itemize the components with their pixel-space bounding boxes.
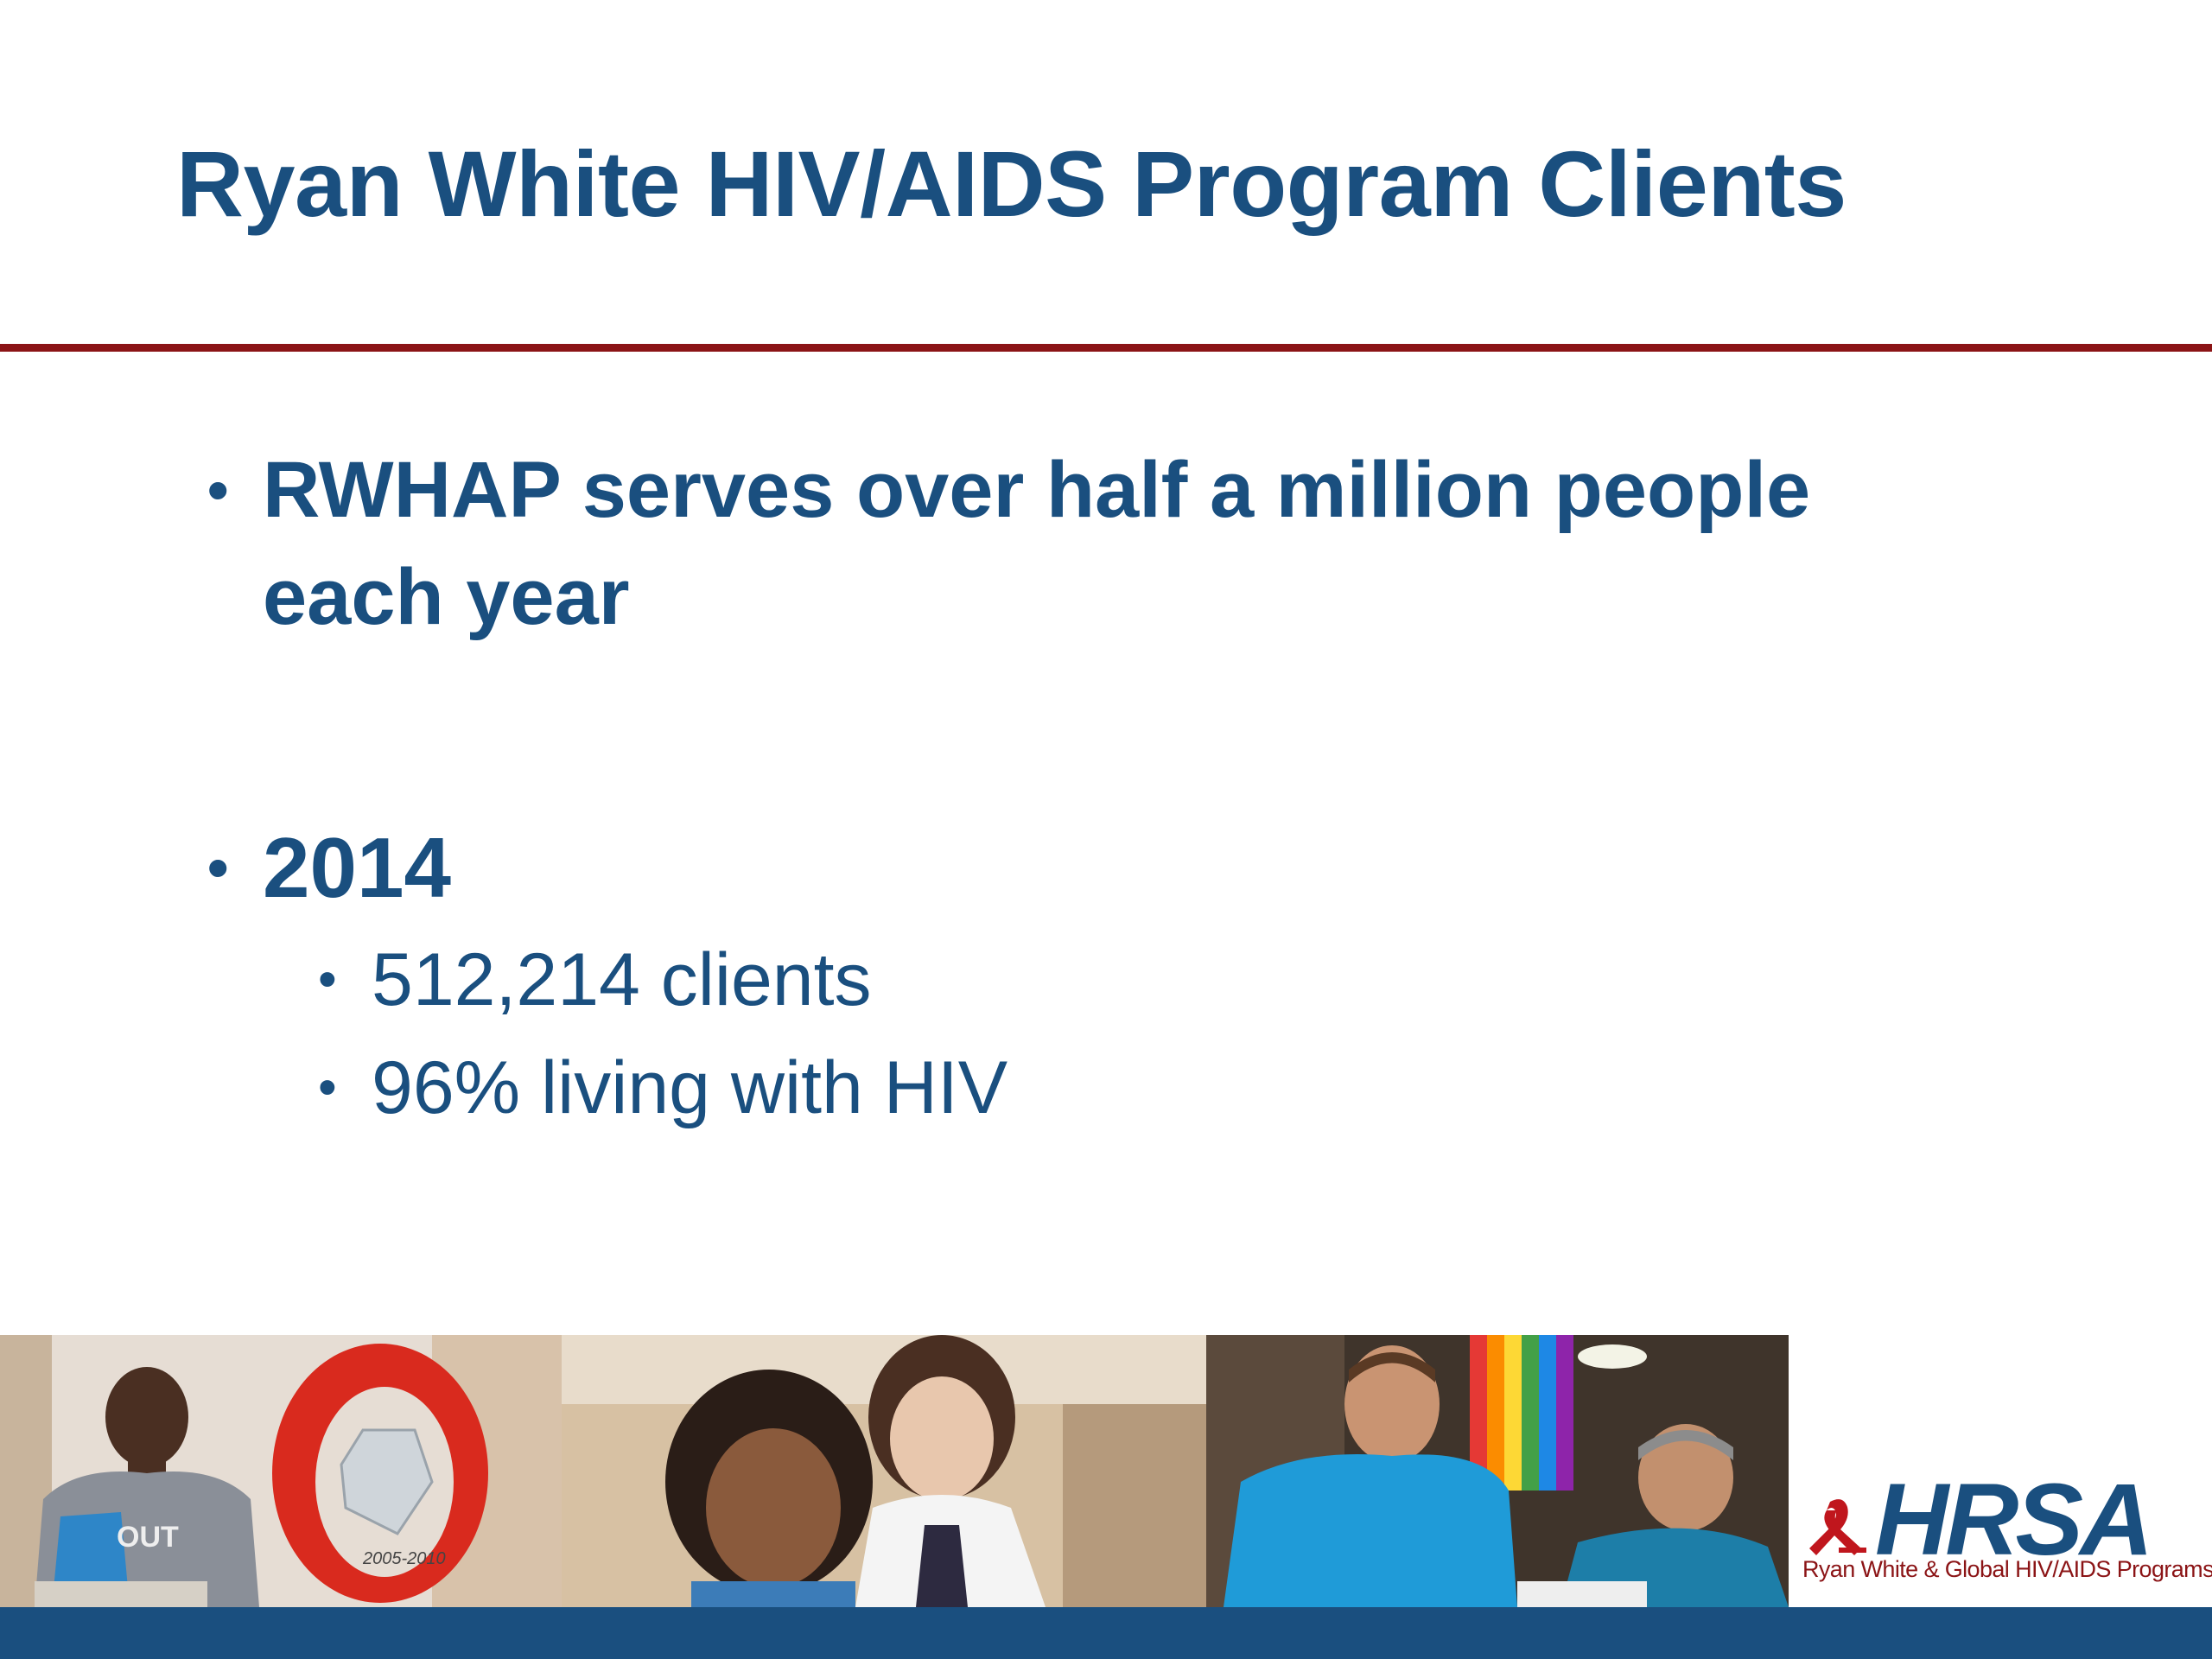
bullet-item-2014: • 2014 xyxy=(207,814,451,921)
photo-two-women xyxy=(562,1335,1206,1607)
photo-shirt-text: OUT xyxy=(117,1521,179,1554)
hrsa-wordmark: HRSA xyxy=(1875,1463,2153,1577)
sub-bullet-clients: • 512,214 clients xyxy=(318,931,872,1028)
sub-bullet-dot: • xyxy=(318,1058,337,1117)
sub-bullet-living-with-hiv: • 96% living with HIV xyxy=(318,1039,1007,1136)
bullet-item-rwhap: • RWHAP serves over half a million peopl… xyxy=(207,436,2022,651)
hrsa-subtitle: Ryan White & Global HIV/AIDS Programs xyxy=(1802,1556,2212,1582)
photo-man-with-award: OUT 2005-2010 xyxy=(0,1335,562,1607)
photo-two-men-illustration xyxy=(1206,1335,1789,1607)
slide-title: Ryan White HIV/AIDS Program Clients xyxy=(176,131,1847,236)
bullet-text-line1: RWHAP serves over half a million people xyxy=(263,446,1811,534)
bullet-text: 2014 xyxy=(263,820,452,915)
sub-bullet-text: 96% living with HIV xyxy=(372,1046,1008,1129)
sub-bullet-text: 512,214 clients xyxy=(372,938,872,1021)
footer-bar xyxy=(0,1607,2212,1659)
bullet-dot: • xyxy=(207,456,229,524)
photo-man-with-award-illustration: OUT 2005-2010 xyxy=(0,1335,562,1607)
photo-banner: OUT 2005-2010 xyxy=(0,1335,1789,1607)
red-ribbon-icon xyxy=(1809,1499,1866,1555)
photo-two-men xyxy=(1206,1335,1789,1607)
sub-bullet-dot: • xyxy=(318,950,337,1009)
bullet-text: RWHAP serves over half a million people … xyxy=(263,436,1810,651)
photo-two-women-illustration xyxy=(562,1335,1206,1607)
photo-award-text: 2005-2010 xyxy=(362,1549,446,1568)
bullet-text-line2: each year xyxy=(263,553,630,641)
hrsa-logo: HRSA Ryan White & Global HIV/AIDS Progra… xyxy=(1789,1335,2212,1607)
title-divider xyxy=(0,344,2212,352)
bullet-dot: • xyxy=(207,834,229,901)
